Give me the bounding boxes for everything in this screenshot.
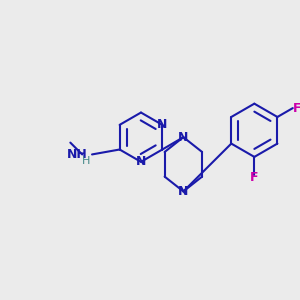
Text: N: N bbox=[157, 118, 167, 131]
Text: N: N bbox=[178, 131, 189, 144]
Text: NH: NH bbox=[67, 148, 88, 161]
Text: N: N bbox=[178, 185, 189, 198]
Text: H: H bbox=[82, 156, 90, 166]
Text: F: F bbox=[292, 102, 300, 115]
Text: F: F bbox=[250, 171, 259, 184]
Text: N: N bbox=[136, 155, 146, 168]
